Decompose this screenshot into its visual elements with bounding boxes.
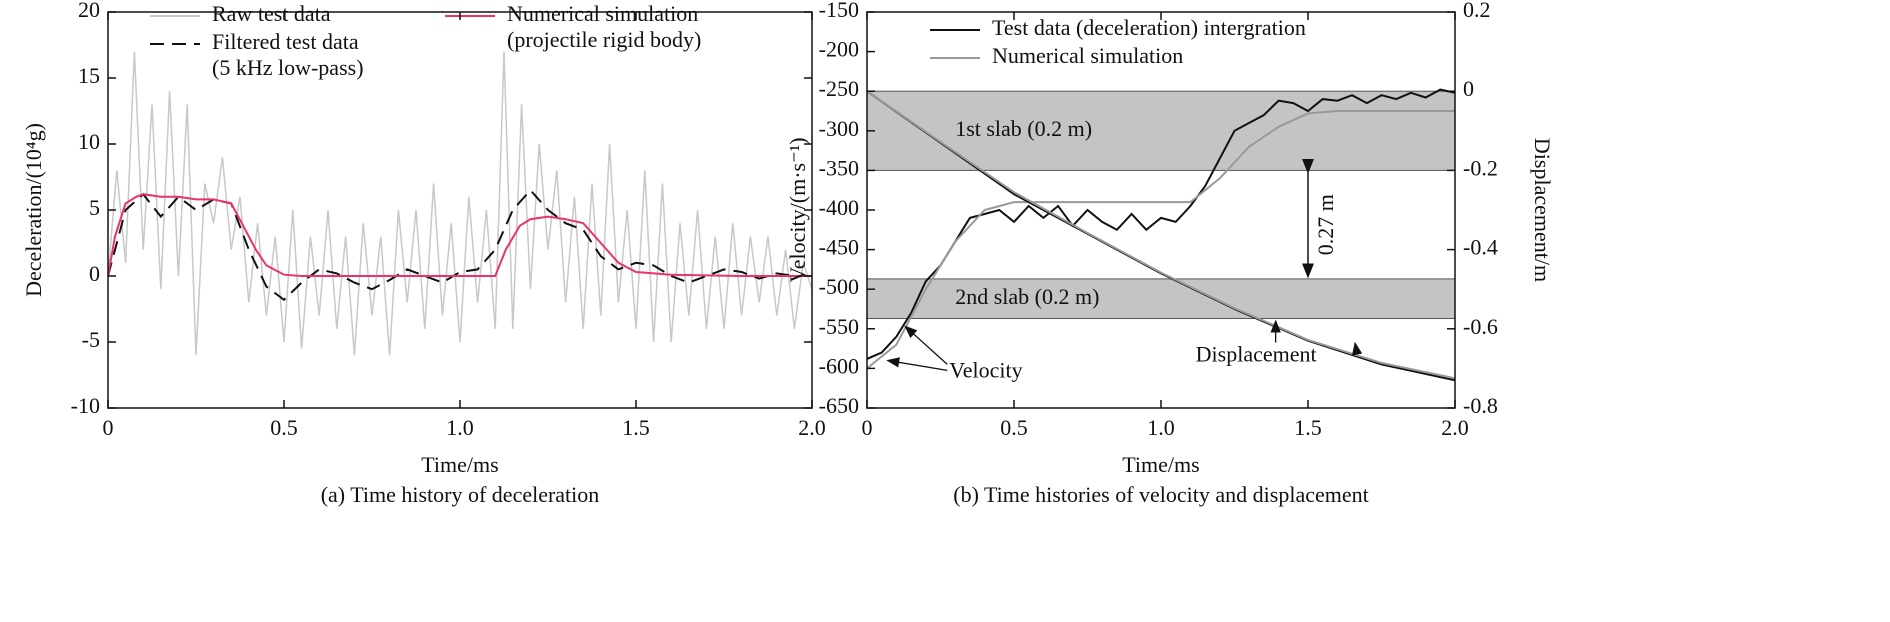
y-tick-label: 0 xyxy=(89,261,100,286)
x-tick-label: 0.5 xyxy=(270,415,298,440)
y2-tick-label: -0.2 xyxy=(1463,155,1498,180)
x-tick-label: 1.5 xyxy=(1294,415,1322,440)
y-tick-label: -400 xyxy=(819,195,859,220)
y2-tick-label: -0.6 xyxy=(1463,314,1498,339)
y-tick-label: -5 xyxy=(82,327,100,352)
y-tick-label: 5 xyxy=(89,195,100,220)
y2-tick-label: -0.8 xyxy=(1463,393,1498,418)
y-tick-label: -650 xyxy=(819,393,859,418)
slab-region xyxy=(866,90,1456,171)
y-tick-label: -450 xyxy=(819,235,859,260)
y-tick-label: -550 xyxy=(819,314,859,339)
caption: (b) Time histories of velocity and displ… xyxy=(953,482,1369,507)
y2-tick-label: 0.2 xyxy=(1463,0,1491,22)
legend-label: Numerical simulation xyxy=(992,43,1183,68)
x-tick-label: 2.0 xyxy=(1441,415,1469,440)
legend-line: (5 kHz low-pass) xyxy=(212,55,364,80)
y-tick-label: -10 xyxy=(71,393,100,418)
data-line xyxy=(108,188,812,302)
annotation: Displacement xyxy=(1196,342,1317,367)
data-line xyxy=(108,51,812,356)
x-axis-label: Time/ms xyxy=(1122,452,1199,477)
legend-label: Raw test data xyxy=(212,1,331,26)
y-tick-label: -300 xyxy=(819,116,859,141)
data-line xyxy=(867,88,1455,360)
legend-line: Filtered test data xyxy=(212,29,359,54)
x-axis-label: Time/ms xyxy=(421,452,498,477)
y-tick-label: -350 xyxy=(819,155,859,180)
x-tick-label: 1.0 xyxy=(1147,415,1175,440)
y-tick-label: 10 xyxy=(78,129,100,154)
x-tick-label: 1.0 xyxy=(446,415,474,440)
annotation-arrow xyxy=(1351,341,1363,356)
y-tick-label: 20 xyxy=(78,0,100,22)
x-tick-label: 2.0 xyxy=(798,415,826,440)
y-axis-label: Deceleration/(10⁴g) xyxy=(21,123,46,297)
legend-line: (projectile rigid body) xyxy=(507,27,701,52)
y-tick-label: 15 xyxy=(78,63,100,88)
legend-line: Numerical simulation xyxy=(507,1,698,26)
annotation-arrow xyxy=(886,357,948,372)
y-axis-label: Velocity/(m·s⁻¹) xyxy=(785,137,810,282)
plot-frame xyxy=(866,11,1456,409)
data-line xyxy=(867,110,1455,370)
gap-label: 0.27 m xyxy=(1313,194,1338,255)
x-tick-label: 0.5 xyxy=(1000,415,1028,440)
y-tick-label: -600 xyxy=(819,353,859,378)
legend-label: Numerical simulation (projectile rigid bo… xyxy=(507,1,701,52)
annotation-arrow xyxy=(904,325,948,365)
caption: (a) Time history of deceleration xyxy=(321,482,600,507)
y2-axis-label: Displacement/m xyxy=(1530,138,1555,282)
x-tick-label: 0 xyxy=(862,415,873,440)
legend-label: Test data (deceleration) intergration xyxy=(992,15,1306,40)
slab-label: 1st slab (0.2 m) xyxy=(955,116,1092,141)
y-tick-label: -500 xyxy=(819,274,859,299)
annotation: Velocity xyxy=(949,357,1022,382)
legend-label: Filtered test data (5 kHz low-pass) xyxy=(212,29,364,80)
y2-tick-label: 0 xyxy=(1463,76,1474,101)
y2-tick-label: -0.4 xyxy=(1463,235,1498,260)
y-tick-label: -250 xyxy=(819,76,859,101)
y-tick-label: -200 xyxy=(819,37,859,62)
slab-label: 2nd slab (0.2 m) xyxy=(955,284,1099,309)
data-line xyxy=(108,193,812,277)
x-tick-label: 0 xyxy=(103,415,114,440)
y-tick-label: -150 xyxy=(819,0,859,22)
x-tick-label: 1.5 xyxy=(622,415,650,440)
slab-region xyxy=(866,278,1456,320)
